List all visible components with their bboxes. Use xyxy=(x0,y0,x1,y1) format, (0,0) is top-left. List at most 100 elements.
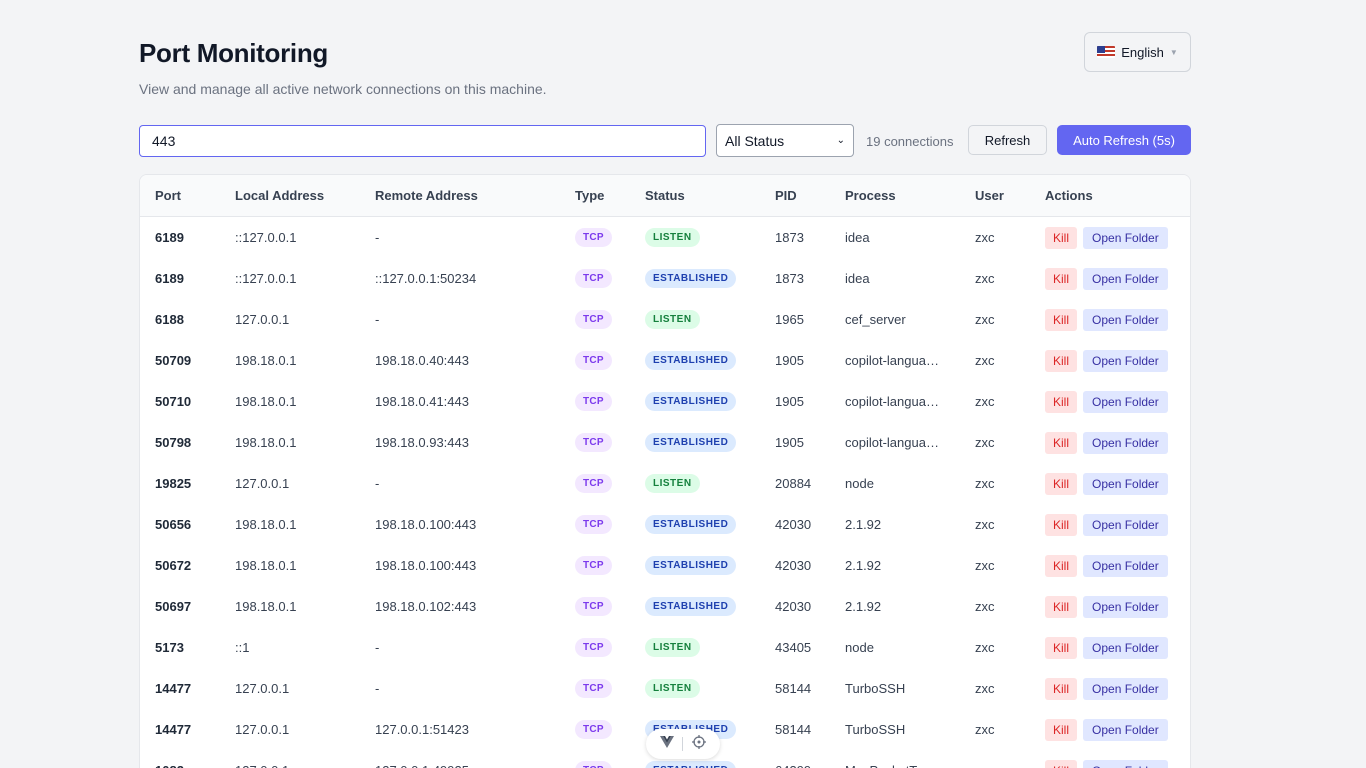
local-address-cell: 198.18.0.1 xyxy=(235,504,296,545)
kill-button[interactable]: Kill xyxy=(1045,554,1078,577)
kill-button[interactable]: Kill xyxy=(1045,718,1078,741)
open-folder-button[interactable]: Open Folder xyxy=(1083,636,1168,659)
open-folder-button[interactable]: Open Folder xyxy=(1083,308,1168,331)
remote-address-cell-text: 127.0.0.1:51423 xyxy=(375,722,469,737)
port-cell: 1082 xyxy=(155,750,184,768)
type-badge: TCP xyxy=(575,556,612,575)
port-cell: 14477 xyxy=(155,709,191,750)
port-cell: 6189 xyxy=(155,217,184,258)
process-cell-text: 2.1.92 xyxy=(845,599,882,614)
user-cell: zxc xyxy=(975,627,995,668)
remote-address-cell: 198.18.0.93:443 xyxy=(375,422,469,463)
open-folder-button[interactable]: Open Folder xyxy=(1083,349,1168,372)
open-folder-button[interactable]: Open Folder xyxy=(1083,718,1168,741)
open-folder-button[interactable]: Open Folder xyxy=(1083,226,1168,249)
table-row: 50709 198.18.0.1 198.18.0.40:443 TCP ESTABLI… xyxy=(140,340,1190,381)
local-address-cell-text: 198.18.0.1 xyxy=(235,435,297,450)
open-folder-button[interactable]: Open Folder xyxy=(1083,472,1168,495)
type-badge: TCP xyxy=(575,310,612,329)
kill-button[interactable]: Kill xyxy=(1045,431,1078,454)
process-cell: idea xyxy=(845,217,870,258)
remote-address-cell: 198.18.0.102:443 xyxy=(375,586,476,627)
pid-cell-text: 1873 xyxy=(775,230,804,245)
pid-cell: 1905 xyxy=(775,381,804,422)
kill-button[interactable]: Kill xyxy=(1045,595,1078,618)
column-header: User xyxy=(975,188,1004,203)
kill-button[interactable]: Kill xyxy=(1045,349,1078,372)
kill-button[interactable]: Kill xyxy=(1045,226,1078,249)
status-badge: LISTEN xyxy=(645,310,700,329)
process-cell: copilot-langua… xyxy=(845,340,939,381)
vue-devtools-icon[interactable] xyxy=(660,735,675,753)
kill-button[interactable]: Kill xyxy=(1045,513,1078,536)
column-header: Local Address xyxy=(235,188,325,203)
divider xyxy=(682,737,684,751)
user-cell: zxc xyxy=(975,422,995,463)
kill-button[interactable]: Kill xyxy=(1045,472,1078,495)
remote-address-cell: - xyxy=(375,668,379,709)
open-folder-button[interactable]: Open Folder xyxy=(1083,759,1168,768)
remote-address-cell: ::127.0.0.1:50234 xyxy=(375,258,476,299)
process-cell: 2.1.92 xyxy=(845,545,881,586)
type-badge: TCP xyxy=(575,351,612,370)
open-folder-button[interactable]: Open Folder xyxy=(1083,554,1168,577)
port-cell: 5173 xyxy=(155,627,184,668)
local-address-cell-text: 198.18.0.1 xyxy=(235,517,297,532)
kill-button[interactable]: Kill xyxy=(1045,677,1078,700)
search-input[interactable] xyxy=(139,125,706,157)
process-cell: copilot-langua… xyxy=(845,422,939,463)
type-cell: TCP xyxy=(575,709,612,750)
user-cell: zxc xyxy=(975,463,995,504)
type-cell: TCP xyxy=(575,545,612,586)
process-cell: 2.1.92 xyxy=(845,586,881,627)
open-folder-button[interactable]: Open Folder xyxy=(1083,267,1168,290)
open-folder-button[interactable]: Open Folder xyxy=(1083,390,1168,413)
remote-address-cell-text: ::127.0.0.1:50234 xyxy=(375,271,477,286)
status-filter-select[interactable]: All Status ⌄ xyxy=(716,124,854,157)
pid-cell: 43405 xyxy=(775,627,811,668)
kill-button[interactable]: Kill xyxy=(1045,636,1078,659)
port-cell-text: 50709 xyxy=(155,353,192,368)
kill-button[interactable]: Kill xyxy=(1045,390,1078,413)
user-cell: zxc xyxy=(975,258,995,299)
pid-cell: 20884 xyxy=(775,463,811,504)
user-cell: zxc xyxy=(975,668,995,709)
status-cell: ESTABLISHED xyxy=(645,545,737,586)
kill-button[interactable]: Kill xyxy=(1045,759,1078,768)
open-folder-button[interactable]: Open Folder xyxy=(1083,513,1168,536)
port-cell-text: 6188 xyxy=(155,312,184,327)
remote-address-cell-text: 198.18.0.93:443 xyxy=(375,435,469,450)
process-cell-text: MacPacketTun… xyxy=(845,750,944,768)
type-cell: TCP xyxy=(575,627,612,668)
language-selector[interactable]: English ▼ xyxy=(1084,32,1191,72)
table-row: 50697 198.18.0.1 198.18.0.102:443 TCP ESTABL… xyxy=(140,586,1190,627)
process-cell: MacPacketTun… xyxy=(845,750,944,768)
type-badge: TCP xyxy=(575,228,612,247)
chevron-down-icon: ▼ xyxy=(1169,47,1178,57)
process-cell: idea xyxy=(845,258,870,299)
open-folder-button[interactable]: Open Folder xyxy=(1083,677,1168,700)
port-cell-text: 14477 xyxy=(155,722,192,737)
refresh-button[interactable]: Refresh xyxy=(968,125,1047,155)
kill-button[interactable]: Kill xyxy=(1045,267,1078,290)
local-address-cell: 198.18.0.1 xyxy=(235,586,296,627)
pid-cell: 1873 xyxy=(775,258,804,299)
user-cell-text: zxc xyxy=(975,640,995,655)
auto-refresh-button[interactable]: Auto Refresh (5s) xyxy=(1057,125,1191,155)
port-cell-text: 5173 xyxy=(155,640,184,655)
crosshair-icon[interactable] xyxy=(691,734,706,754)
user-cell: zxc xyxy=(975,545,995,586)
page-subtitle: View and manage all active network conne… xyxy=(139,81,547,97)
open-folder-button[interactable]: Open Folder xyxy=(1083,595,1168,618)
pid-cell: 64399 xyxy=(775,750,811,768)
open-folder-button[interactable]: Open Folder xyxy=(1083,431,1168,454)
type-cell: TCP xyxy=(575,258,612,299)
kill-button[interactable]: Kill xyxy=(1045,308,1078,331)
user-cell-text: zxc xyxy=(975,353,995,368)
port-cell-text: 50672 xyxy=(155,558,192,573)
type-cell: TCP xyxy=(575,504,612,545)
type-cell: TCP xyxy=(575,750,612,768)
